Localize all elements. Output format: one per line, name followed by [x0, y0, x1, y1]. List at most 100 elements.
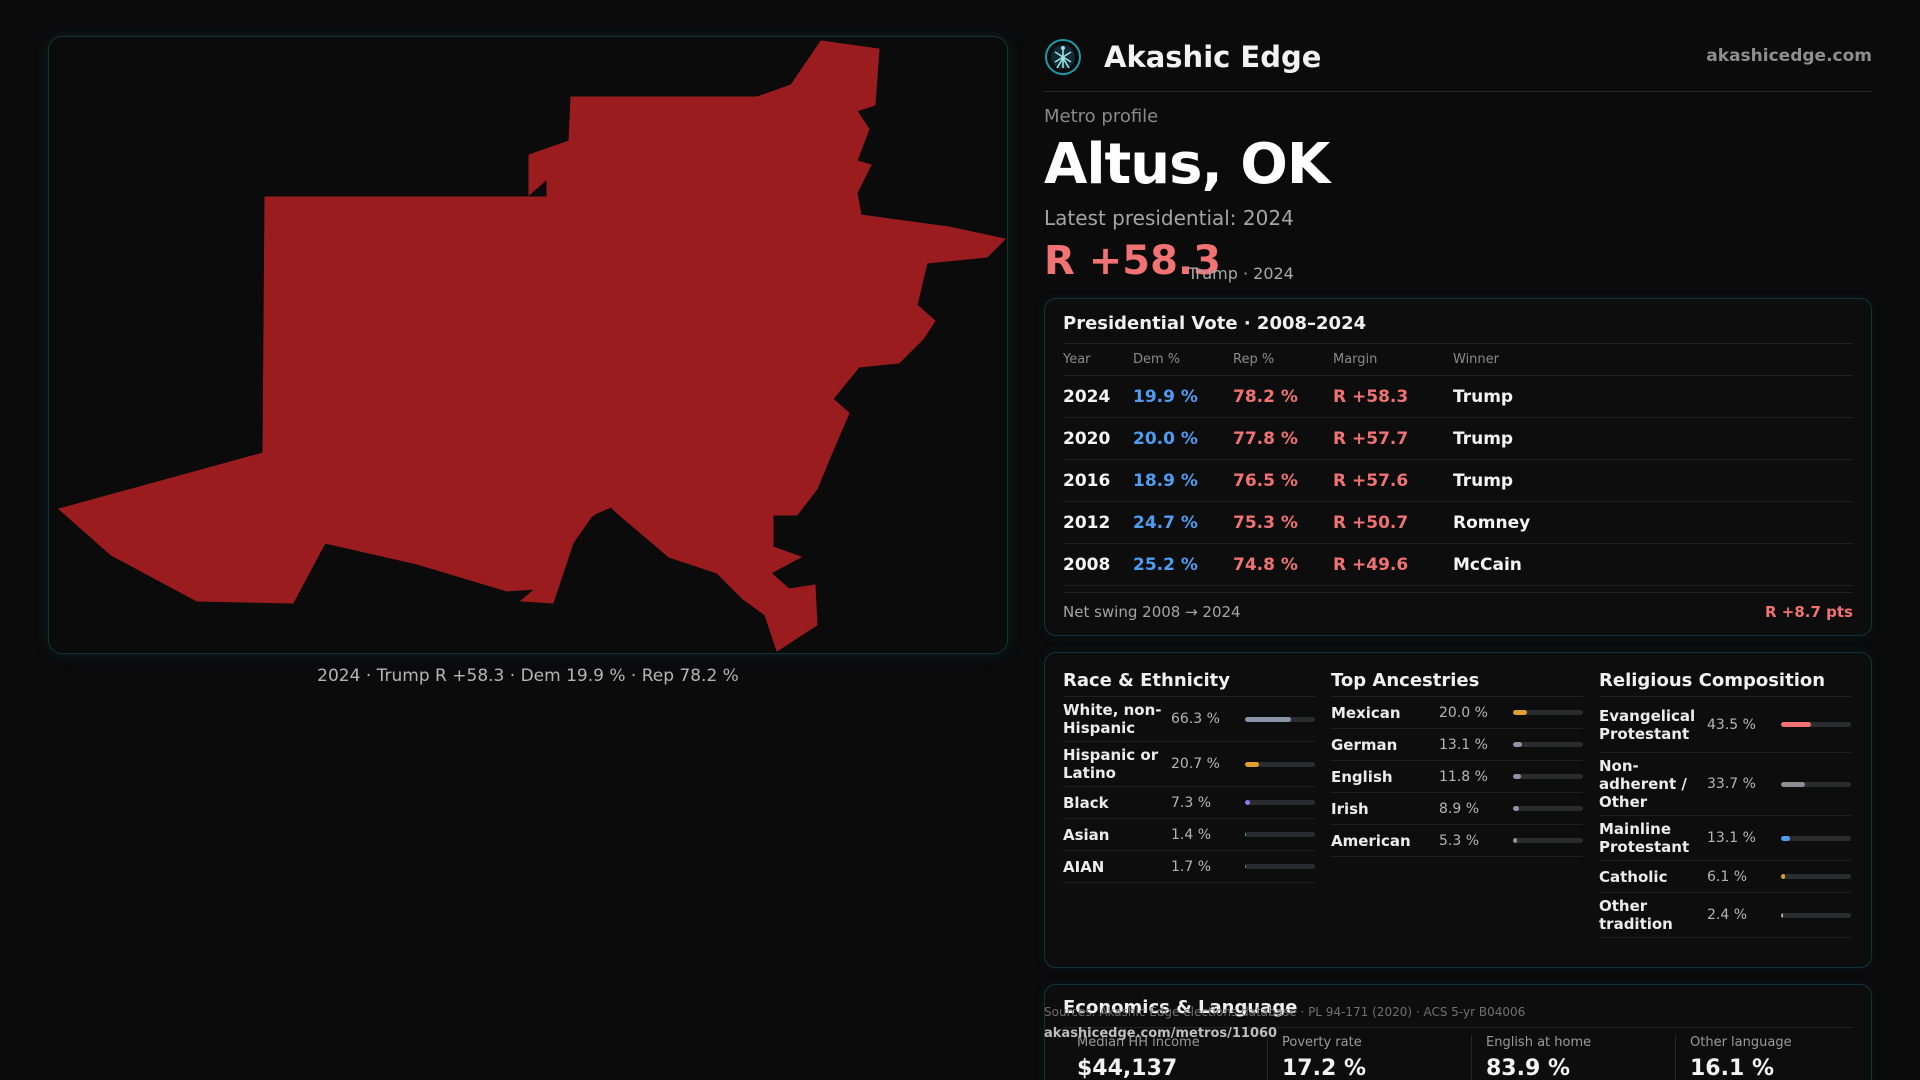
- table-row[interactable]: 2020 20.0 % 77.8 % R +57.7 Trump: [1063, 417, 1853, 460]
- demographic-value: 5.3 %: [1439, 832, 1480, 849]
- economics-language-title: Economics & Language: [1063, 997, 1298, 1018]
- demographic-bar-fill: [1245, 864, 1247, 869]
- demographic-row[interactable]: Other tradition 2.4 %: [1599, 893, 1851, 938]
- presidential-vote-title: Presidential Vote · 2008–2024: [1063, 313, 1367, 334]
- table-header-row: Year Dem % Rep % Margin Winner: [1063, 343, 1853, 376]
- metro-map-panel[interactable]: [48, 36, 1008, 654]
- metro-map: [57, 40, 1007, 652]
- religious-composition-title: Religious Composition: [1599, 665, 1851, 697]
- econ-english-at-home: English at home 83.9 %: [1471, 1035, 1661, 1080]
- demographic-label: White, non-Hispanic: [1063, 701, 1162, 737]
- page-kicker: Metro profile: [1044, 106, 1159, 127]
- akashic-edge-logo-icon[interactable]: [1044, 38, 1082, 76]
- economics-language-card: Economics & Language Median HH income $4…: [1044, 984, 1872, 1080]
- demographic-value: 13.1 %: [1439, 736, 1488, 753]
- demographic-value: 33.7 %: [1707, 776, 1756, 792]
- econ-label: English at home: [1486, 1035, 1592, 1050]
- demographic-row[interactable]: Evangelical Protestant 43.5 %: [1599, 697, 1851, 753]
- latest-margin-subtitle: Trump · 2024: [1188, 264, 1294, 283]
- row-rep-pct: 76.5 %: [1233, 459, 1333, 502]
- demographic-row[interactable]: English 11.8 %: [1331, 761, 1583, 793]
- demographic-row[interactable]: Mexican 20.0 %: [1331, 697, 1583, 729]
- metro-page-link[interactable]: akashicedge.com/metros/11060: [1044, 1026, 1278, 1041]
- presidential-vote-card: Presidential Vote · 2008–2024 Year Dem %…: [1044, 298, 1872, 636]
- demographic-value: 13.1 %: [1707, 830, 1756, 846]
- demographic-row[interactable]: Irish 8.9 %: [1331, 793, 1583, 825]
- demographic-row[interactable]: American 5.3 %: [1331, 825, 1583, 857]
- econ-value: $44,137: [1077, 1056, 1178, 1080]
- econ-value: 17.2 %: [1282, 1056, 1366, 1080]
- demographic-bar-fill: [1781, 874, 1786, 879]
- row-margin: R +49.6: [1333, 543, 1453, 586]
- demographic-bar: [1781, 835, 1851, 841]
- demographic-bar-fill: [1781, 912, 1783, 918]
- brand-name[interactable]: Akashic Edge: [1104, 40, 1322, 74]
- demographic-value: 8.9 %: [1439, 800, 1480, 817]
- demographic-label: Other tradition: [1599, 897, 1673, 933]
- demographic-label: AIAN: [1063, 857, 1105, 876]
- divider: [1063, 592, 1853, 593]
- top-ancestries-section: Top Ancestries Mexican 20.0 % German 13.1 %…: [1331, 665, 1583, 857]
- demographic-bar: [1781, 722, 1851, 727]
- demographic-row[interactable]: Asian 1.4 %: [1063, 819, 1315, 851]
- row-year: 2008: [1063, 543, 1133, 586]
- top-ancestries-title: Top Ancestries: [1331, 665, 1583, 697]
- demographic-row[interactable]: Catholic 6.1 %: [1599, 861, 1851, 893]
- table-row[interactable]: 2012 24.7 % 75.3 % R +50.7 Romney: [1063, 501, 1853, 544]
- demographic-row[interactable]: Mainline Protestant 13.1 %: [1599, 816, 1851, 861]
- demographic-bar: [1513, 838, 1583, 843]
- demographic-bar: [1781, 874, 1851, 879]
- header-dem: Dem %: [1133, 343, 1233, 376]
- demographic-bar-fill: [1245, 832, 1247, 837]
- demographic-row[interactable]: German 13.1 %: [1331, 729, 1583, 761]
- table-row[interactable]: 2016 18.9 % 76.5 % R +57.6 Trump: [1063, 459, 1853, 502]
- table-row[interactable]: 2024 19.9 % 78.2 % R +58.3 Trump: [1063, 375, 1853, 418]
- row-rep-pct: 75.3 %: [1233, 501, 1333, 544]
- page-title: Altus, OK: [1044, 132, 1330, 197]
- row-dem-pct: 20.0 %: [1133, 417, 1233, 460]
- sources-note: Sources: Akashic Edge elections database…: [1044, 1005, 1526, 1019]
- header-year: Year: [1063, 343, 1133, 376]
- demographic-label: Irish: [1331, 799, 1369, 818]
- demographic-row[interactable]: Hispanic or Latino 20.7 %: [1063, 742, 1315, 787]
- demographic-row[interactable]: AIAN 1.7 %: [1063, 851, 1315, 883]
- map-caption: 2024 · Trump R +58.3 · Dem 19.9 % · Rep …: [317, 666, 739, 686]
- metro-boundary-shape[interactable]: [57, 40, 1007, 652]
- demographic-label: Hispanic or Latino: [1063, 746, 1159, 782]
- demographic-label: German: [1331, 735, 1398, 754]
- table-row[interactable]: 2008 25.2 % 74.8 % R +49.6 McCain: [1063, 543, 1853, 586]
- row-dem-pct: 24.7 %: [1133, 501, 1233, 544]
- race-ethnicity-section: Race & Ethnicity White, non-Hispanic 66.3…: [1063, 665, 1315, 883]
- brand-url-link[interactable]: akashicedge.com: [1706, 46, 1872, 66]
- net-swing-value: R +8.7 pts: [1765, 603, 1853, 621]
- demographic-value: 43.5 %: [1707, 716, 1756, 733]
- demographic-value: 1.4 %: [1171, 826, 1212, 843]
- divider: [1063, 1027, 1853, 1028]
- demographics-card: Race & Ethnicity White, non-Hispanic 66.3…: [1044, 652, 1872, 968]
- row-dem-pct: 18.9 %: [1133, 459, 1233, 502]
- row-rep-pct: 74.8 %: [1233, 543, 1333, 586]
- row-margin: R +57.6: [1333, 459, 1453, 502]
- profile-column: Akashic Edge akashicedge.com Metro profi…: [1044, 0, 1872, 1080]
- row-margin: R +50.7: [1333, 501, 1453, 544]
- header-winner: Winner: [1453, 343, 1853, 376]
- brand-header: Akashic Edge akashicedge.com: [1044, 36, 1872, 92]
- demographic-value: 2.4 %: [1707, 907, 1748, 923]
- row-dem-pct: 25.2 %: [1133, 543, 1233, 586]
- econ-poverty-rate: Poverty rate 17.2 %: [1267, 1035, 1457, 1080]
- econ-label: Other language: [1690, 1035, 1792, 1050]
- demographic-value: 11.8 %: [1439, 768, 1488, 785]
- econ-value: 83.9 %: [1486, 1056, 1570, 1080]
- demographic-bar: [1781, 912, 1851, 918]
- demographic-row[interactable]: White, non-Hispanic 66.3 %: [1063, 697, 1315, 742]
- demographic-row[interactable]: Black 7.3 %: [1063, 787, 1315, 819]
- demographic-label: American: [1331, 831, 1411, 850]
- net-swing-label: Net swing 2008 → 2024: [1063, 603, 1241, 621]
- demographic-row[interactable]: Non-adherent / Other 33.7 %: [1599, 753, 1851, 816]
- demographic-label: English: [1331, 767, 1393, 786]
- demographic-bar-fill: [1513, 742, 1523, 747]
- religious-composition-section: Religious Composition Evangelical Protes…: [1599, 665, 1851, 938]
- row-dem-pct: 19.9 %: [1133, 375, 1233, 418]
- header-margin: Margin: [1333, 343, 1453, 376]
- demographic-bar: [1513, 710, 1583, 715]
